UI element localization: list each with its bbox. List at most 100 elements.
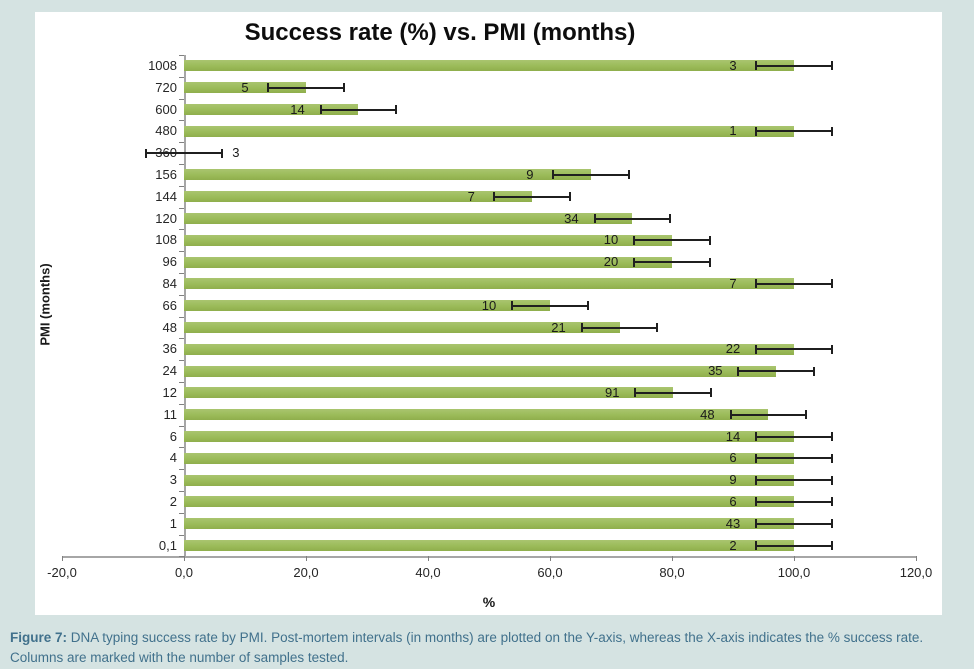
sample-count-label: 7 xyxy=(729,275,737,291)
error-bar xyxy=(756,130,832,133)
y-axis-tick xyxy=(179,185,184,187)
sample-count-label: 35 xyxy=(708,363,723,379)
error-bar-cap-high xyxy=(830,432,833,441)
x-axis-tick-label: 0,0 xyxy=(174,565,194,581)
category-label: 12 xyxy=(162,384,177,400)
error-bar-cap-low xyxy=(511,301,514,311)
error-bar-cap-high xyxy=(656,323,659,332)
x-axis-tick xyxy=(550,556,551,562)
error-bar xyxy=(581,326,658,329)
x-axis-tick xyxy=(794,556,795,562)
sample-count-label: 34 xyxy=(564,210,579,226)
error-bar xyxy=(494,195,571,198)
figure-caption-label: Figure 7: xyxy=(10,630,68,645)
category-label: 108 xyxy=(155,232,177,248)
y-axis-tick xyxy=(179,251,184,253)
error-bar xyxy=(146,152,222,155)
sample-count-label: 5 xyxy=(241,79,249,95)
x-axis-tick xyxy=(916,556,917,562)
bar xyxy=(184,474,794,486)
error-bar-cap-low xyxy=(580,323,583,332)
error-bar-cap-high xyxy=(395,105,398,114)
y-axis-tick xyxy=(179,142,184,144)
error-bar-cap-low xyxy=(737,366,740,376)
category-label: 84 xyxy=(162,275,177,291)
error-bar-cap-low xyxy=(593,214,596,223)
error-bar xyxy=(268,86,344,89)
bar xyxy=(184,409,769,421)
error-bar-cap-high xyxy=(830,475,833,485)
error-bar xyxy=(730,413,807,416)
y-axis-tick xyxy=(179,556,184,558)
category-label: 66 xyxy=(162,297,177,313)
y-axis-tick xyxy=(179,55,184,56)
error-bar-cap-low xyxy=(633,257,636,267)
figure-caption-text: DNA typing success rate by PMI. Post-mor… xyxy=(10,630,924,666)
category-label: 156 xyxy=(155,166,177,182)
bar xyxy=(184,191,533,203)
y-axis-tick xyxy=(179,316,184,318)
error-bar-cap-low xyxy=(755,126,758,136)
bar xyxy=(184,300,550,312)
sample-count-label: 10 xyxy=(603,232,619,248)
sample-count-label: 2 xyxy=(729,537,737,553)
sample-count-label: 9 xyxy=(526,166,534,182)
bar xyxy=(184,322,620,333)
bar xyxy=(184,387,674,399)
category-label: 480 xyxy=(155,123,177,139)
error-bar-cap-low xyxy=(552,170,555,180)
category-label: 11 xyxy=(163,406,178,422)
y-axis-tick xyxy=(179,491,184,492)
x-axis-tick-label: 40,0 xyxy=(415,565,441,581)
error-bar-cap-low xyxy=(755,432,758,441)
y-axis-tick xyxy=(179,469,184,471)
error-bar-cap-high xyxy=(708,257,711,267)
bar xyxy=(184,125,794,137)
sample-count-label: 7 xyxy=(467,188,475,204)
error-bar xyxy=(320,108,397,111)
error-bar-cap-low xyxy=(755,61,758,71)
error-bar xyxy=(756,435,832,438)
x-axis-tick-label: 100,0 xyxy=(777,565,811,581)
error-bar-cap-low xyxy=(145,148,148,158)
category-label: 48 xyxy=(162,319,177,335)
bar xyxy=(184,82,306,94)
error-bar-cap-high xyxy=(342,83,345,93)
bar xyxy=(184,278,794,290)
chart-title: Success rate (%) vs. PMI (months) xyxy=(244,19,636,46)
y-axis-tick xyxy=(179,294,184,296)
y-axis-tick xyxy=(179,164,184,165)
category-label: 96 xyxy=(162,254,177,270)
category-label: 6 xyxy=(169,428,177,444)
category-label: 2 xyxy=(169,493,177,509)
bar xyxy=(184,213,633,224)
y-axis-tick xyxy=(179,207,184,209)
figure-caption: Figure 7: DNA typing success rate by PMI… xyxy=(10,628,964,669)
error-bar xyxy=(756,64,832,67)
error-bar-cap-high xyxy=(830,344,833,354)
error-bar-cap-low xyxy=(755,475,758,485)
sample-count-label: 43 xyxy=(725,515,741,531)
error-bar-cap-high xyxy=(669,214,672,223)
sample-count-label: 10 xyxy=(481,297,497,313)
sample-count-label: 91 xyxy=(604,384,620,400)
error-bar-cap-low xyxy=(493,192,496,202)
bar xyxy=(184,365,777,377)
category-label: 3 xyxy=(169,472,177,488)
error-bar-cap-low xyxy=(633,235,636,245)
error-bar-cap-high xyxy=(569,192,572,202)
error-bar-cap-high xyxy=(830,541,833,550)
error-bar-cap-low xyxy=(755,497,758,507)
x-axis-line xyxy=(62,556,916,558)
chart-panel: Success rate (%) vs. PMI (months) PMI (m… xyxy=(35,12,942,615)
error-bar-cap-high xyxy=(830,453,833,463)
bar xyxy=(184,518,794,530)
y-axis-tick xyxy=(179,273,184,274)
error-bar-cap-low xyxy=(755,519,758,529)
error-bar-cap-high xyxy=(805,410,808,420)
error-bar xyxy=(594,217,671,220)
x-axis-tick xyxy=(306,556,307,562)
error-bar xyxy=(635,391,712,394)
y-axis-tick xyxy=(179,382,184,383)
